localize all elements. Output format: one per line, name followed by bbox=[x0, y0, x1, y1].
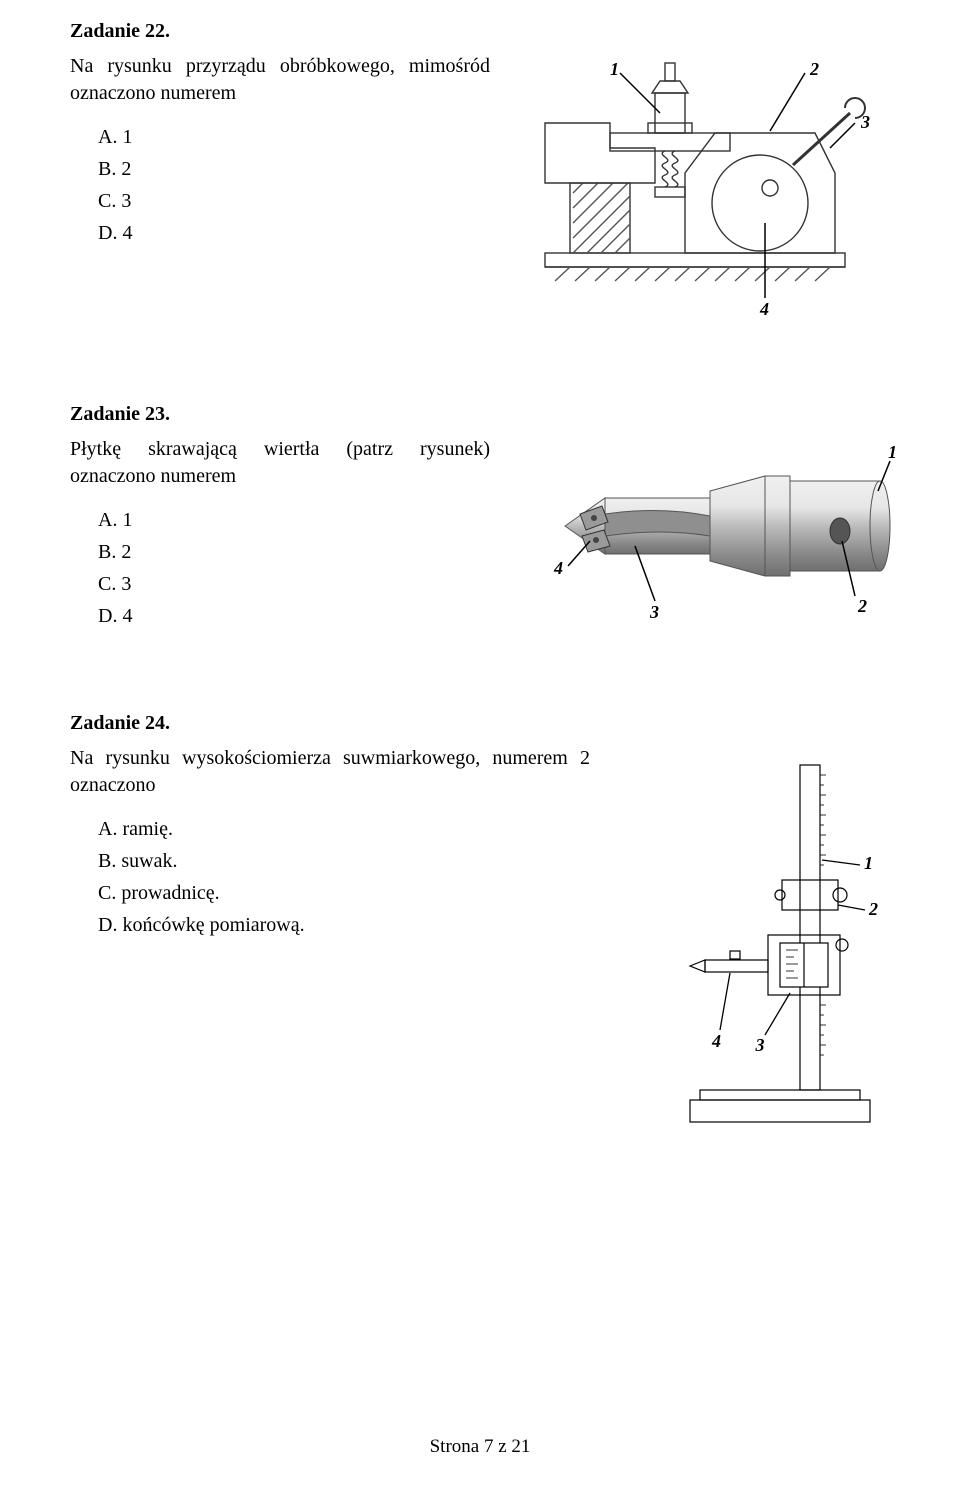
callout-2: 2 bbox=[868, 899, 878, 919]
task-23-option-a: 1 bbox=[98, 504, 490, 536]
task-23-option-c: 3 bbox=[98, 568, 490, 600]
callout-1: 1 bbox=[888, 442, 897, 462]
task-23-text: Płytkę skrawającą wiertła (patrz rysunek… bbox=[70, 436, 490, 490]
task-22: Zadanie 22. Na rysunku przyrządu obróbko… bbox=[70, 20, 890, 323]
callout-4: 4 bbox=[711, 1031, 721, 1051]
page-footer: Strona 7 z 21 bbox=[0, 1436, 960, 1458]
task-22-figure: 1 2 3 4 bbox=[515, 53, 885, 323]
task-24-option-b: suwak. bbox=[98, 845, 590, 877]
task-23-option-d: 4 bbox=[98, 600, 490, 632]
task-24-heading: Zadanie 24. bbox=[70, 712, 890, 735]
task-22-option-c: 3 bbox=[98, 185, 490, 217]
callout-3: 3 bbox=[755, 1035, 765, 1055]
callout-3: 3 bbox=[860, 112, 870, 132]
task-22-heading: Zadanie 22. bbox=[70, 20, 890, 43]
task-24-options: ramię. suwak. prowadnicę. końcówkę pomia… bbox=[98, 813, 590, 941]
callout-4: 4 bbox=[759, 299, 769, 319]
task-22-option-a: 1 bbox=[98, 121, 490, 153]
task-23-options: 1 2 3 4 bbox=[98, 504, 490, 632]
task-22-option-b: 2 bbox=[98, 153, 490, 185]
task-24-option-c: prowadnicę. bbox=[98, 877, 590, 909]
task-24-text: Na rysunku wysokościomierza suwmiarkoweg… bbox=[70, 745, 590, 799]
task-24-option-d: końcówkę pomiarową. bbox=[98, 909, 590, 941]
callout-3: 3 bbox=[649, 602, 659, 622]
callout-1: 1 bbox=[864, 853, 873, 873]
task-24-option-a: ramię. bbox=[98, 813, 590, 845]
task-24: Zadanie 24. Na rysunku wysokościomierza … bbox=[70, 712, 890, 1145]
task-23-figure: 1 2 3 4 bbox=[510, 436, 910, 626]
callout-2: 2 bbox=[809, 59, 819, 79]
task-23: Zadanie 23. Płytkę skrawającą wiertła (p… bbox=[70, 403, 890, 632]
callout-4: 4 bbox=[553, 558, 563, 578]
callout-2: 2 bbox=[857, 596, 867, 616]
task-22-option-d: 4 bbox=[98, 217, 490, 249]
task-22-options: 1 2 3 4 bbox=[98, 121, 490, 249]
callout-1: 1 bbox=[610, 59, 619, 79]
task-23-heading: Zadanie 23. bbox=[70, 403, 890, 426]
task-22-text: Na rysunku przyrządu obróbkowego, mimośr… bbox=[70, 53, 490, 107]
task-23-option-b: 2 bbox=[98, 536, 490, 568]
task-24-figure: 1 2 3 4 bbox=[670, 745, 890, 1145]
